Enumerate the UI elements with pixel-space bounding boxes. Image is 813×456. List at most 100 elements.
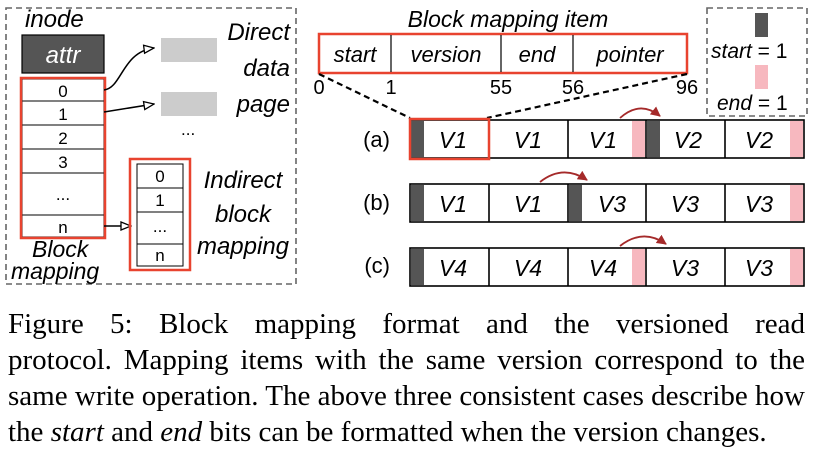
arrow-row1-to-direct-page xyxy=(103,104,154,113)
direct-data-page-2 xyxy=(161,92,217,116)
caption-line-4-b: and xyxy=(103,416,161,448)
case-b-row: (b) V1 V1 V3 V3 V3 xyxy=(363,170,805,223)
indirect-row-1-label: 1 xyxy=(155,191,164,210)
field-end: end xyxy=(519,42,556,67)
caption-line-4-a: the xyxy=(8,416,51,448)
block-row-0-label: 0 xyxy=(58,82,67,101)
case-a-start-bit-4 xyxy=(647,121,660,157)
block-row-3-label: 3 xyxy=(58,153,67,172)
attr-box xyxy=(21,34,105,74)
case-c-end-bit-3 xyxy=(632,249,645,285)
direct-data-page-1 xyxy=(161,38,217,62)
case-c-cell-2: V4 xyxy=(514,255,542,281)
block-row-1-label: 1 xyxy=(58,105,67,124)
block-mapping-label-line1: Block xyxy=(32,236,90,262)
case-a-start-bit-1 xyxy=(411,121,424,157)
case-c-row-box xyxy=(409,247,805,287)
attr-label: attr xyxy=(46,42,82,69)
case-a-cell-1: V1 xyxy=(439,127,467,153)
case-b-end-bit-5 xyxy=(790,185,803,221)
case-a-cell-4: V2 xyxy=(674,127,702,153)
caption-start-term: start xyxy=(50,416,104,448)
caption-line-1: Figure 5: Block mapping format and the v… xyxy=(8,308,805,340)
case-b-cell-4: V3 xyxy=(671,191,699,217)
caption-end-term: end xyxy=(160,416,203,448)
case-c-row: (c) V4 V4 V4 V3 V3 xyxy=(364,234,805,287)
legend-box xyxy=(706,7,808,117)
case-a-label: (a) xyxy=(363,127,390,152)
direct-label-line3: page xyxy=(236,91,290,118)
case-b-label: (b) xyxy=(363,190,390,215)
field-pointer: pointer xyxy=(595,42,665,67)
zoom-line-left xyxy=(318,73,411,119)
case-a-version-change-arrow xyxy=(619,106,661,119)
case-c-start-bit-1 xyxy=(411,249,424,285)
case-a-cell-3: V1 xyxy=(589,127,617,153)
caption-line-4: the start and end bits can be formatted … xyxy=(8,414,805,450)
mapping-item-title: Block mapping item xyxy=(408,6,609,32)
block-row-ellipsis-label: ... xyxy=(56,185,70,204)
case-c-cell-3: V4 xyxy=(589,255,617,281)
case-a-end-bit-5 xyxy=(790,121,803,157)
bit-pos-56: 56 xyxy=(562,77,584,99)
caption-line-4-c: bits can be formatted when the version c… xyxy=(202,416,767,448)
inode-label: inode xyxy=(25,6,84,33)
case-b-start-bit-3 xyxy=(569,185,582,221)
case-b-cell-2: V1 xyxy=(514,191,542,217)
case-c-label: (c) xyxy=(364,253,390,278)
direct-pages-ellipsis: ... xyxy=(181,120,195,139)
left-dashed-panel xyxy=(5,7,297,285)
indirect-mapping-table: 0 1 ... n xyxy=(128,157,192,272)
block-mapping-table: 0 1 2 3 ... n xyxy=(19,76,107,240)
indirect-row-0-label: 0 xyxy=(155,167,164,186)
block-mapping-label-line2: mapping xyxy=(11,258,99,284)
case-b-cell-5: V3 xyxy=(745,191,773,217)
case-b-row-box xyxy=(409,183,805,223)
caption-line-2: protocol. Mapping items with the same ve… xyxy=(8,344,805,376)
block-row-n-label: n xyxy=(58,218,67,237)
bit-pos-96: 96 xyxy=(676,77,698,99)
figure-5-diagram: inode attr 0 1 2 3 ... n Block mapping .… xyxy=(5,6,808,287)
indirect-row-1 xyxy=(136,187,184,213)
direct-label-line1: Direct xyxy=(227,19,291,46)
case-c-cell-4: V3 xyxy=(671,255,699,281)
indirect-mapping-highlight xyxy=(128,157,192,272)
caption-line-3: same write operation. The above three co… xyxy=(8,380,805,412)
indirect-label-line3: mapping xyxy=(197,233,290,260)
case-a-highlight xyxy=(408,117,491,161)
bit-pos-1: 1 xyxy=(385,77,396,99)
case-a-end-bit-3 xyxy=(632,121,645,157)
case-b-start-bit-1 xyxy=(411,185,424,221)
direct-label-line2: data xyxy=(243,55,290,82)
indirect-label-line1: Indirect xyxy=(204,167,284,194)
indirect-row-0 xyxy=(136,163,184,189)
legend-end-text: end = 1 xyxy=(717,92,788,115)
case-a-row-box xyxy=(409,119,805,159)
case-b-version-change-arrow xyxy=(539,170,588,183)
case-a-cell-2: V1 xyxy=(514,127,542,153)
case-c-end-bit-5 xyxy=(790,249,803,285)
legend-end-swatch xyxy=(755,65,768,89)
field-start: start xyxy=(334,42,378,67)
block-mapping-highlight xyxy=(19,76,107,240)
block-row-2 xyxy=(21,124,105,150)
indirect-row-ellipsis-label: ... xyxy=(153,217,167,236)
zoom-line-right xyxy=(486,72,688,120)
case-c-version-change-arrow xyxy=(619,234,667,247)
legend-start-text: start = 1 xyxy=(711,40,787,63)
case-b-cell-3: V3 xyxy=(598,191,626,217)
case-b-cell-1: V1 xyxy=(439,191,467,217)
indirect-row-n xyxy=(136,243,184,267)
case-c-cell-5: V3 xyxy=(745,255,773,281)
bit-pos-55: 55 xyxy=(490,77,512,99)
case-a-row: (a) V1 V1 V1 V2 V2 xyxy=(363,106,805,161)
mapping-item-fields: start version end pointer xyxy=(317,32,689,75)
field-version: version xyxy=(411,42,482,67)
indirect-row-n-label: n xyxy=(155,246,164,265)
mapping-item-box xyxy=(317,32,689,75)
indirect-label-line2: block xyxy=(215,201,273,228)
figure-caption: Figure 5: Block mapping format and the v… xyxy=(8,306,805,450)
case-a-cell-5: V2 xyxy=(745,127,773,153)
bit-pos-0: 0 xyxy=(313,77,324,99)
block-row-2-label: 2 xyxy=(58,129,67,148)
